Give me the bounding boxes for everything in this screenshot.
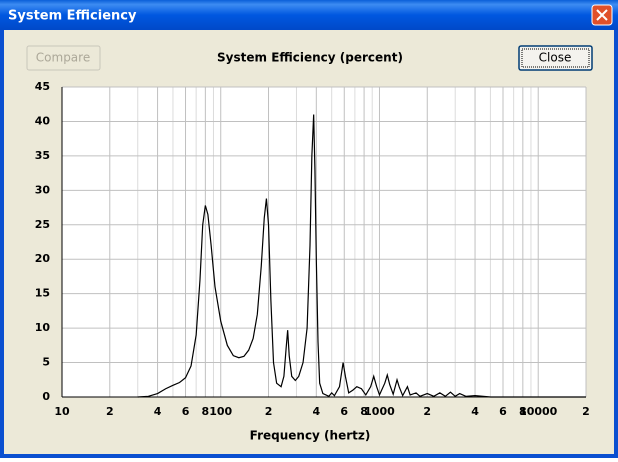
- y-tick-label: 20: [35, 252, 51, 265]
- y-tick-label: 35: [35, 149, 50, 162]
- x-tick-label: 6: [499, 405, 507, 418]
- y-tick-label: 10: [35, 321, 51, 334]
- x-tick-label: 2: [265, 405, 273, 418]
- x-tick-label: 8: [360, 405, 368, 418]
- y-tick-label: 40: [35, 114, 51, 127]
- x-tick-label: 100: [209, 405, 232, 418]
- x-tick-label: 4: [312, 405, 320, 418]
- x-tick-label: 1000: [364, 405, 395, 418]
- data-line: [137, 114, 586, 398]
- x-tick-label: 2: [582, 405, 590, 418]
- x-tick-label: 2: [423, 405, 431, 418]
- title-bar: [0, 0, 618, 30]
- x-tick-label: 4: [154, 405, 162, 418]
- x-tick-label: 10000: [519, 405, 558, 418]
- close-label: Close: [539, 51, 572, 65]
- x-tick-label: 10: [54, 405, 70, 418]
- x-tick-label: 2: [106, 405, 114, 418]
- window-title: System Efficiency: [8, 9, 137, 24]
- x-tick-label: 6: [340, 405, 348, 418]
- x-tick-label: 6: [182, 405, 190, 418]
- chart-title: System Efficiency (percent): [217, 51, 403, 65]
- x-tick-label: 8: [519, 405, 527, 418]
- y-tick-label: 15: [35, 287, 50, 300]
- compare-label: Compare: [36, 51, 90, 65]
- x-tick-label: 4: [471, 405, 479, 418]
- y-tick-label: 5: [42, 356, 50, 369]
- x-tick-label: 8: [202, 405, 210, 418]
- y-tick-label: 30: [35, 183, 51, 196]
- x-axis-label: Frequency (hertz): [250, 429, 371, 443]
- y-tick-label: 0: [42, 390, 50, 403]
- close-window-button[interactable]: [591, 4, 613, 26]
- y-tick-label: 25: [35, 218, 50, 231]
- compare-button[interactable]: Compare: [26, 45, 101, 71]
- close-button[interactable]: Close: [518, 45, 593, 71]
- y-tick-label: 45: [35, 80, 50, 93]
- plot-area: [62, 87, 586, 397]
